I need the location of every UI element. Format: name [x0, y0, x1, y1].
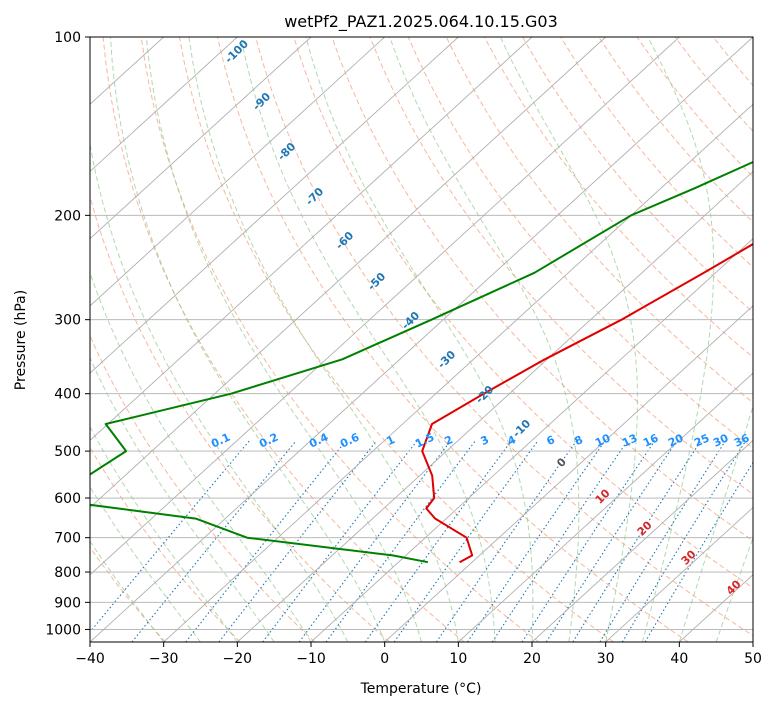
mixing-ratio-line [90, 440, 251, 633]
background-lines [90, 37, 753, 642]
dry-adiabat-line [217, 37, 689, 642]
moist-adiabat-line [90, 141, 349, 642]
plot-frame [89, 36, 754, 643]
isotherm-line [90, 37, 606, 509]
x-tick-label: −30 [149, 651, 179, 667]
mixing-ratio-line [218, 440, 378, 642]
moist-adiabat-line [642, 37, 715, 642]
x-tick-label: −10 [296, 651, 326, 667]
moist-adiabat-line [678, 404, 753, 642]
mixing-ratio-line [621, 440, 747, 642]
x-tick-label: 50 [744, 651, 762, 667]
isotherm-line [90, 37, 753, 642]
mixing-ratio-line [467, 440, 606, 642]
moist-adiabat-line [110, 37, 386, 642]
y-tick-label: 400 [54, 387, 81, 403]
sounding-traces [90, 160, 753, 564]
dry-adiabat-line [369, 37, 753, 495]
y-axis-label: Pressure (hPa) [13, 290, 29, 390]
temperature-line [421, 242, 753, 564]
dry-adiabat-line [90, 446, 241, 642]
x-tick-label: 0 [380, 651, 389, 667]
isotherm-line [384, 305, 753, 642]
isotherm-line [458, 372, 753, 642]
dry-adiabat-line [445, 37, 753, 404]
isotherm-line [605, 506, 753, 642]
mixing-ratio-line [435, 440, 578, 642]
x-axis-label: Temperature (°C) [360, 681, 482, 697]
moist-adiabat-line [90, 485, 201, 642]
mixing-ratio-line [131, 440, 297, 642]
moist-adiabat-line [715, 536, 753, 642]
x-tick-label: 30 [597, 651, 615, 667]
isotherm-line [310, 238, 753, 642]
mixing-ratio-line [572, 440, 702, 642]
dry-adiabat-line [90, 334, 316, 642]
axis-ticks: −40 −30 −20 −10 0 10 20 30 40 50 100 200 300 400 500 60… [45, 30, 762, 667]
mixing-ratio-line [599, 440, 727, 642]
x-tick-label: −40 [75, 651, 105, 667]
mixing-ratio-line [325, 440, 476, 642]
moist-adiabat-line [188, 37, 459, 642]
mixing-ratio-label: 25 [692, 431, 711, 449]
y-tick-label: 700 [54, 531, 81, 547]
isotherm-line [531, 439, 753, 642]
isotherm-line [90, 37, 533, 441]
moist-adiabat-line [305, 37, 534, 642]
y-tick-label: 300 [54, 313, 81, 329]
mixing-ratio-label: 16 [641, 431, 661, 449]
mixing-ratio-line [521, 440, 656, 642]
isotherm-line [90, 37, 238, 173]
y-tick-label: 900 [54, 595, 81, 611]
moist-adiabat-line [90, 356, 275, 642]
x-tick-label: −20 [223, 651, 253, 667]
dry-adiabat-line [102, 37, 465, 642]
mixing-ratio-label: 10 [593, 431, 613, 449]
moist-adiabat-line [90, 540, 165, 642]
moist-adiabat-line [90, 425, 238, 642]
chart-title: wetPf2_PAZ1.2025.064.10.15.G03 [284, 12, 558, 32]
x-tick-label: 10 [449, 651, 467, 667]
mixing-ratio-label: 20 [666, 431, 686, 449]
y-tick-label: 600 [54, 491, 81, 507]
isotherm-line [90, 37, 680, 576]
isotherm-line [90, 37, 385, 307]
y-tick-label: 1000 [45, 622, 81, 638]
dry-adiabat-line [522, 37, 753, 313]
y-tick-label: 200 [54, 208, 81, 224]
isotherm-line [90, 37, 312, 240]
dewpoint-line [90, 160, 753, 564]
x-tick-label: 20 [523, 651, 541, 667]
y-tick-label: 100 [54, 30, 81, 46]
y-tick-label: 800 [54, 565, 81, 581]
mixing-ratio-label: 36 [732, 431, 752, 449]
x-tick-label: 40 [670, 651, 688, 667]
mixing-ratio-line [644, 461, 753, 642]
y-tick-label: 500 [54, 444, 81, 460]
mixing-ratio-label: 13 [620, 431, 639, 449]
mixing-ratio-line [491, 440, 629, 642]
moist-adiabat-line [499, 37, 638, 642]
dry-adiabat-line [178, 37, 614, 642]
mixing-ratio-line [545, 440, 678, 642]
isotherm-line [237, 170, 753, 642]
mixing-ratio-label: 30 [711, 431, 731, 449]
isotherm-line [90, 37, 459, 374]
moist-adiabat-line [145, 37, 422, 642]
dry-adiabat-line [140, 37, 540, 642]
dry-adiabat-line [293, 37, 753, 589]
moist-adiabat-line [240, 37, 496, 642]
